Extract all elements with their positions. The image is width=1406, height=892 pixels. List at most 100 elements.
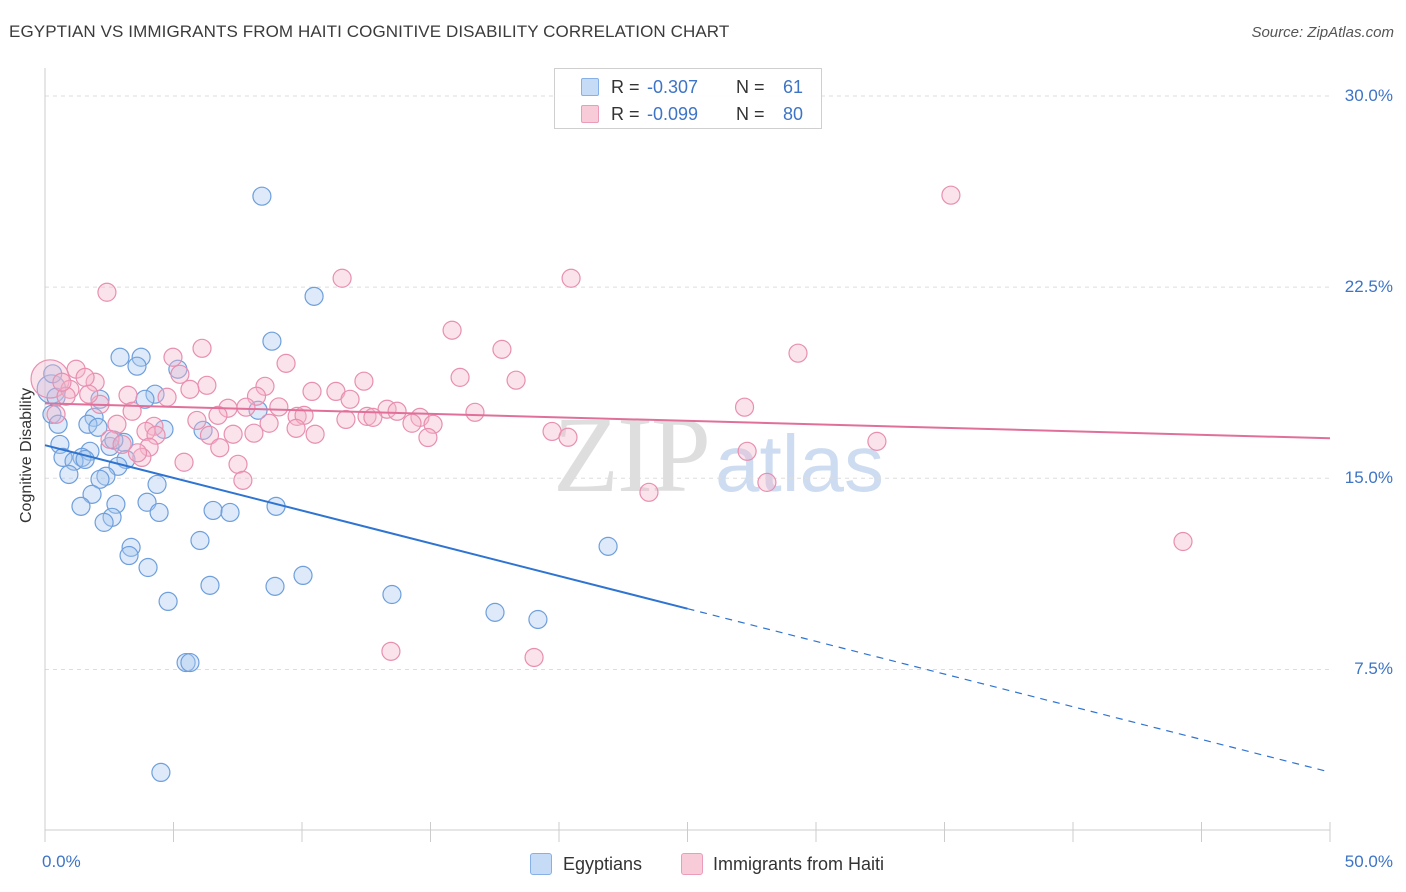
immigrants-from-haiti-point[interactable] <box>223 424 243 444</box>
immigrants-from-haiti-point[interactable] <box>100 429 120 449</box>
egyptians-point[interactable] <box>200 575 220 595</box>
immigrants-from-haiti-point[interactable] <box>737 441 757 461</box>
immigrants-from-haiti-point[interactable] <box>387 401 407 421</box>
egyptians-point[interactable] <box>262 331 282 351</box>
immigrants-from-haiti-point[interactable] <box>197 375 217 395</box>
egyptians-point[interactable] <box>96 466 116 486</box>
series-legend-label-egyptians[interactable]: Egyptians <box>563 854 643 874</box>
egyptians-point[interactable] <box>149 502 169 523</box>
immigrants-from-haiti-point[interactable] <box>442 320 462 340</box>
egyptians-point[interactable] <box>528 609 548 630</box>
egyptians-point[interactable] <box>138 557 158 578</box>
egyptians-point[interactable] <box>265 576 285 596</box>
egyptians-point[interactable] <box>220 502 240 523</box>
immigrants-from-haiti-point[interactable] <box>187 410 207 431</box>
immigrants-from-haiti-point[interactable] <box>180 379 200 399</box>
egyptians-point[interactable] <box>203 500 223 521</box>
immigrants-from-haiti-point[interactable] <box>210 438 230 458</box>
egyptians-point[interactable] <box>252 186 272 206</box>
immigrants-from-haiti-point[interactable] <box>79 384 99 404</box>
immigrants-from-haiti-point[interactable] <box>146 425 166 445</box>
egyptians-point[interactable] <box>42 404 62 424</box>
immigrants-from-haiti-point[interactable] <box>75 367 95 387</box>
immigrants-from-haiti-point[interactable] <box>558 427 578 447</box>
immigrants-from-haiti-point[interactable] <box>112 434 132 455</box>
egyptians-point[interactable] <box>151 762 171 783</box>
series-legend-swatch-egyptians[interactable] <box>530 853 552 875</box>
immigrants-from-haiti-point[interactable] <box>244 423 264 443</box>
egyptians-point[interactable] <box>53 447 73 468</box>
egyptians-point[interactable] <box>598 536 618 556</box>
immigrants-from-haiti-point[interactable] <box>305 424 325 444</box>
immigrants-from-haiti-point[interactable] <box>259 413 279 433</box>
immigrants-from-haiti-point[interactable] <box>157 387 177 407</box>
immigrants-from-haiti-point[interactable] <box>336 409 356 430</box>
immigrants-from-haiti-point[interactable] <box>85 372 105 392</box>
immigrants-from-haiti-point[interactable] <box>136 421 156 442</box>
egyptians-point[interactable] <box>110 347 130 367</box>
immigrants-from-haiti-point[interactable] <box>228 454 248 474</box>
immigrants-from-haiti-point[interactable] <box>465 402 485 422</box>
immigrants-from-haiti-point[interactable] <box>757 472 777 492</box>
immigrants-from-haiti-point[interactable] <box>363 407 383 427</box>
immigrants-from-haiti-point[interactable] <box>286 418 306 438</box>
immigrants-from-haiti-point[interactable] <box>192 338 212 358</box>
immigrants-from-haiti-point[interactable] <box>174 452 194 472</box>
immigrants-from-haiti-point[interactable] <box>236 397 256 417</box>
egyptians-point[interactable] <box>147 474 167 495</box>
immigrants-from-haiti-point[interactable] <box>524 647 544 668</box>
series-legend-label-haiti[interactable]: Immigrants from Haiti <box>713 854 885 874</box>
egyptians-point[interactable] <box>304 286 324 306</box>
immigrants-from-haiti-point[interactable] <box>127 443 148 463</box>
egyptians-point[interactable] <box>293 565 313 586</box>
series-legend-swatch-haiti[interactable] <box>681 853 703 875</box>
immigrants-from-haiti-point[interactable] <box>208 405 228 425</box>
immigrants-from-haiti-point[interactable] <box>506 370 526 390</box>
immigrants-from-haiti-point[interactable] <box>30 359 70 399</box>
egyptians-point[interactable] <box>485 602 505 622</box>
egyptians-point[interactable] <box>119 545 139 566</box>
immigrants-from-haiti-point[interactable] <box>340 389 360 409</box>
immigrants-from-haiti-point[interactable] <box>302 381 322 402</box>
egyptians-point[interactable] <box>180 652 200 673</box>
immigrants-from-haiti-point[interactable] <box>418 427 438 448</box>
egyptians-point[interactable] <box>90 469 110 489</box>
egyptians-point[interactable] <box>382 584 402 605</box>
immigrants-from-haiti-point[interactable] <box>139 437 159 457</box>
immigrants-from-haiti-point[interactable] <box>52 372 72 392</box>
immigrants-from-haiti-point[interactable] <box>639 482 659 502</box>
egyptians-point[interactable] <box>88 417 108 437</box>
immigrants-from-haiti-point[interactable] <box>332 268 352 288</box>
egyptians-point[interactable] <box>59 464 79 485</box>
egyptians-point[interactable] <box>121 537 141 557</box>
immigrants-from-haiti-point[interactable] <box>269 397 289 417</box>
immigrants-from-haiti-point[interactable] <box>199 425 220 445</box>
egyptians-point[interactable] <box>71 496 91 516</box>
immigrants-from-haiti-point[interactable] <box>542 421 562 442</box>
immigrants-from-haiti-point[interactable] <box>734 397 755 417</box>
immigrants-from-haiti-point[interactable] <box>233 470 253 490</box>
immigrants-from-haiti-point[interactable] <box>492 339 512 359</box>
immigrants-from-haiti-point[interactable] <box>276 353 296 373</box>
immigrants-from-haiti-point[interactable] <box>1173 531 1193 552</box>
egyptians-point[interactable] <box>82 484 102 504</box>
immigrants-from-haiti-point[interactable] <box>170 364 190 384</box>
immigrants-from-haiti-point[interactable] <box>450 367 470 387</box>
egyptians-point[interactable] <box>131 347 151 367</box>
immigrants-from-haiti-point[interactable] <box>46 404 66 424</box>
egyptians-point[interactable] <box>190 530 210 551</box>
immigrants-from-haiti-point[interactable] <box>118 385 138 405</box>
immigrants-from-haiti-point[interactable] <box>788 343 808 363</box>
immigrants-from-haiti-point[interactable] <box>867 431 887 451</box>
egyptians-point[interactable] <box>127 356 147 376</box>
egyptians-point[interactable] <box>145 384 165 404</box>
egyptians-point[interactable] <box>94 512 114 532</box>
immigrants-from-haiti-point[interactable] <box>163 347 183 367</box>
immigrants-from-haiti-point[interactable] <box>97 282 117 302</box>
immigrants-from-haiti-point[interactable] <box>561 268 581 288</box>
immigrants-from-haiti-point[interactable] <box>354 371 374 391</box>
immigrants-from-haiti-point[interactable] <box>941 185 961 205</box>
immigrants-from-haiti-point[interactable] <box>402 413 422 433</box>
immigrants-from-haiti-point[interactable] <box>381 641 401 661</box>
egyptians-point[interactable] <box>158 591 178 612</box>
